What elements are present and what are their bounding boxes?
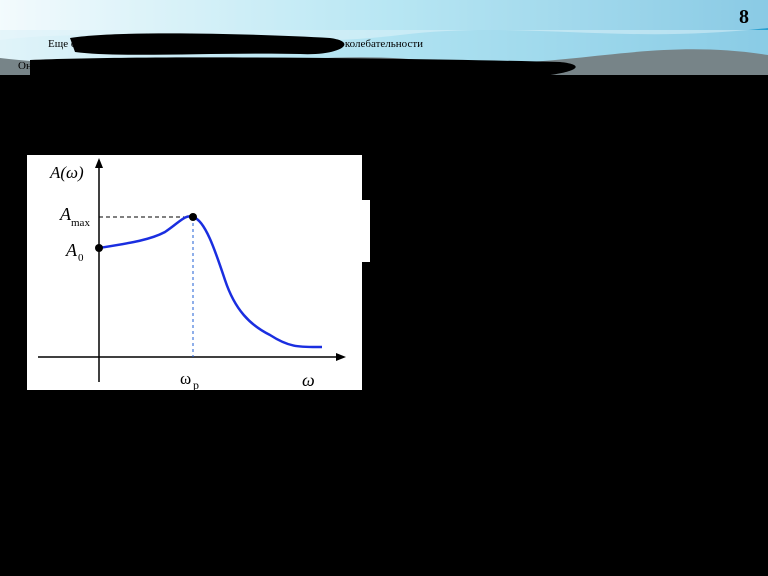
resonance-subscript: р — [193, 378, 199, 392]
x-axis-label: ω — [302, 370, 315, 390]
resonance-label: ω — [180, 369, 191, 388]
occlusion — [30, 57, 576, 81]
occlusion — [70, 33, 345, 55]
a-max-subscript: max — [71, 217, 90, 229]
a-zero-subscript: 0 — [78, 252, 84, 264]
zero-point — [95, 244, 103, 252]
y-axis-label: A(ω) — [49, 163, 84, 182]
text-line: Он — [18, 60, 32, 72]
response-curve — [98, 215, 323, 349]
x-arrow — [336, 353, 346, 361]
figure-tab — [362, 200, 370, 262]
figure-background — [27, 155, 362, 390]
a-zero-label: A — [65, 240, 78, 260]
a-max-label: A — [59, 204, 72, 224]
y-arrow — [95, 158, 103, 168]
page-number: 8 — [739, 6, 749, 28]
max-point — [189, 213, 197, 221]
